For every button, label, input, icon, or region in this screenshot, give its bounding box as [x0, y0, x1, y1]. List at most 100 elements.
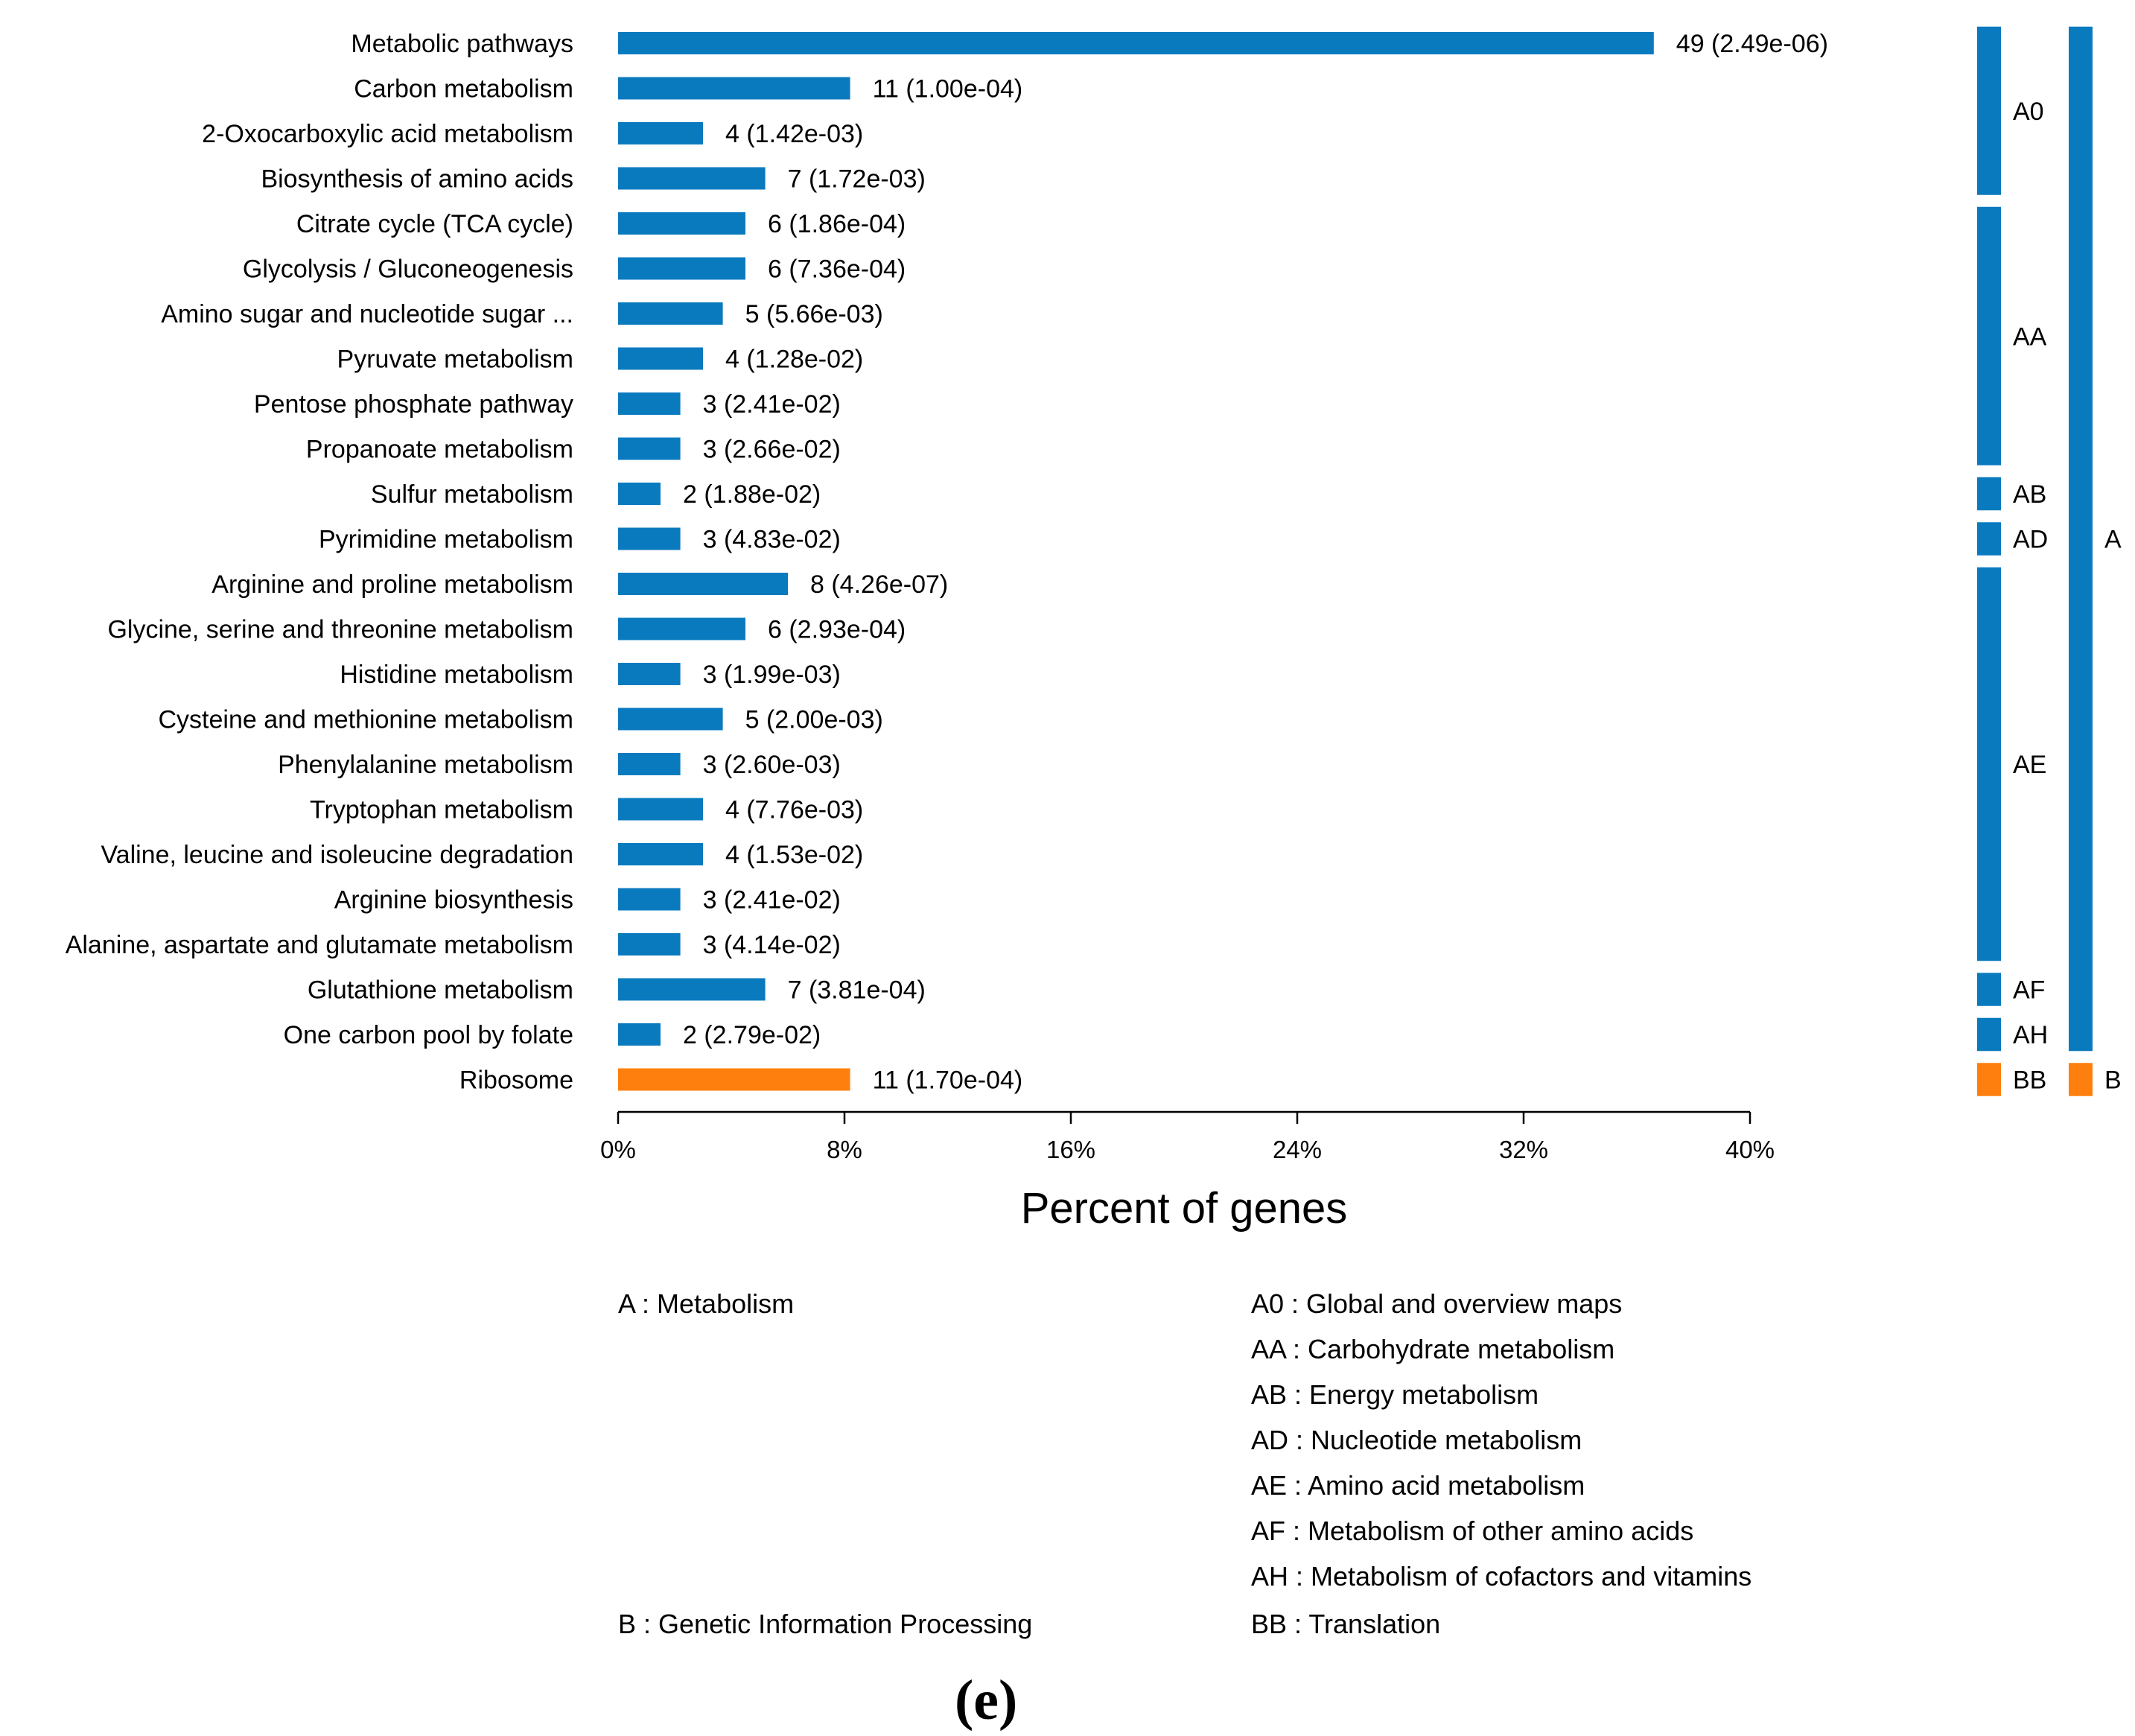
value-label: 6 (1.86e-04)	[768, 210, 906, 238]
category-label: Sulfur metabolism	[371, 480, 573, 509]
value-label: 6 (2.93e-04)	[768, 616, 906, 644]
subgroup-label-bb: BB	[2013, 1066, 2046, 1095]
x-tick-label: 40%	[1725, 1136, 1775, 1163]
value-label: 7 (1.72e-03)	[788, 165, 926, 194]
x-tick-label: 16%	[1046, 1136, 1095, 1163]
group-label-b: B	[2104, 1066, 2122, 1095]
value-label: 4 (7.76e-03)	[725, 796, 863, 824]
x-tick-label: 32%	[1499, 1136, 1548, 1163]
subgroup-bar-ah	[1977, 1017, 2001, 1052]
value-label: 3 (4.14e-02)	[703, 931, 841, 959]
bar-8	[618, 347, 703, 370]
subgroup-bar-ad	[1977, 522, 2001, 556]
value-label: 11 (1.00e-04)	[873, 75, 1023, 104]
bar-7	[618, 302, 723, 325]
value-label: 3 (2.41e-02)	[703, 390, 841, 419]
subgroup-label-af: AF	[2013, 976, 2045, 1005]
value-label: 7 (3.81e-04)	[788, 976, 926, 1005]
bar-20	[618, 888, 681, 911]
value-label: 3 (4.83e-02)	[703, 526, 841, 554]
subgroup-bar-ab	[1977, 477, 2001, 511]
bar-11	[618, 483, 661, 505]
subgroup-label-ad: AD	[2013, 526, 2048, 554]
value-label: 2 (1.88e-02)	[683, 480, 821, 509]
value-label: 5 (2.00e-03)	[745, 706, 883, 734]
category-label: Alanine, aspartate and glutamate metabol…	[66, 931, 573, 959]
bar-19	[618, 843, 703, 865]
category-label: Phenylalanine metabolism	[278, 751, 573, 779]
legend-bb: BB : Translation	[1251, 1609, 1441, 1639]
bar-23	[618, 1023, 661, 1046]
category-label: One carbon pool by folate	[284, 1021, 573, 1049]
value-label: 5 (5.66e-03)	[745, 300, 883, 328]
x-axis: 0% 8% 16% 24% 32% 40%	[600, 1110, 1775, 1163]
x-tick-label: 8%	[827, 1136, 862, 1163]
bar-5	[618, 212, 745, 235]
value-label: 4 (1.42e-03)	[725, 120, 863, 148]
x-axis-title: Percent of genes	[1021, 1184, 1348, 1233]
subgroup-bar-a0	[1977, 26, 2001, 195]
category-label: Citrate cycle (TCA cycle)	[296, 210, 573, 238]
category-label: Histidine metabolism	[340, 661, 573, 689]
legend-a0: A0 : Global and overview maps	[1251, 1288, 1623, 1319]
category-label: Carbon metabolism	[354, 75, 573, 104]
subgroup-bar-af	[1977, 973, 2001, 1006]
bar-3	[618, 122, 703, 144]
value-label: 11 (1.70e-04)	[873, 1066, 1023, 1095]
category-label: Ribosome	[459, 1066, 573, 1095]
value-label: 49 (2.49e-06)	[1676, 30, 1828, 58]
value-label: 2 (2.79e-02)	[683, 1021, 821, 1049]
category-label: Amino sugar and nucleotide sugar ...	[161, 300, 573, 328]
category-label: Arginine and proline metabolism	[211, 570, 573, 599]
category-label: Pentose phosphate pathway	[254, 390, 573, 419]
legend-aa: AA : Carbohydrate metabolism	[1251, 1334, 1615, 1364]
bar-22	[618, 978, 766, 1001]
legend-ad: AD : Nucleotide metabolism	[1251, 1425, 1582, 1455]
value-label: 3 (2.41e-02)	[703, 886, 841, 915]
labels-layer: Metabolic pathways 49 (2.49e-06) Carbon me…	[66, 30, 1828, 1095]
bar-1	[618, 32, 1654, 54]
bars-layer	[618, 32, 1654, 1091]
category-label: Biosynthesis of amino acids	[261, 165, 573, 194]
bar-16	[618, 708, 723, 731]
bar-2	[618, 77, 850, 100]
bar-24	[618, 1068, 850, 1091]
bar-17	[618, 753, 681, 775]
category-label: Tryptophan metabolism	[310, 796, 573, 824]
group-label-a: A	[2104, 526, 2122, 554]
category-label: Cysteine and methionine metabolism	[158, 706, 573, 734]
subgroup-bar-ae	[1977, 567, 2001, 961]
subgroup-label-ah: AH	[2013, 1021, 2048, 1049]
subgroup-bar-aa	[1977, 206, 2001, 465]
bar-14	[618, 617, 745, 640]
value-label: 6 (7.36e-04)	[768, 255, 906, 284]
legend-af: AF : Metabolism of other amino acids	[1251, 1516, 1694, 1546]
legend-a: A : Metabolism	[618, 1288, 795, 1319]
bar-10	[618, 437, 681, 460]
bar-18	[618, 798, 703, 821]
value-label: 3 (1.99e-03)	[703, 661, 841, 689]
bar-21	[618, 933, 681, 956]
subgroup-label-a0: A0	[2013, 98, 2044, 126]
category-label: Metabolic pathways	[351, 30, 573, 58]
category-label: Glycine, serine and threonine metabolism	[107, 616, 573, 644]
subgroup-bar-bb	[1977, 1063, 2001, 1096]
value-label: 3 (2.66e-02)	[703, 436, 841, 464]
bar-13	[618, 573, 788, 595]
bar-4	[618, 167, 766, 190]
group-bar-b	[2069, 1063, 2093, 1096]
subgroup-label-aa: AA	[2013, 322, 2047, 351]
x-tick-label: 24%	[1273, 1136, 1322, 1163]
value-label: 3 (2.60e-03)	[703, 751, 841, 779]
legend-ab: AB : Energy metabolism	[1251, 1379, 1539, 1410]
category-label: 2-Oxocarboxylic acid metabolism	[202, 120, 573, 148]
panel-label: (e)	[955, 1669, 1018, 1732]
legend-b: B : Genetic Information Processing	[618, 1609, 1033, 1639]
subgroup-label-ae: AE	[2013, 751, 2046, 779]
subgroup-label-ab: AB	[2013, 480, 2046, 509]
category-label: Arginine biosynthesis	[334, 886, 573, 915]
value-label: 8 (4.26e-07)	[810, 570, 948, 599]
category-label: Pyrimidine metabolism	[319, 526, 573, 554]
